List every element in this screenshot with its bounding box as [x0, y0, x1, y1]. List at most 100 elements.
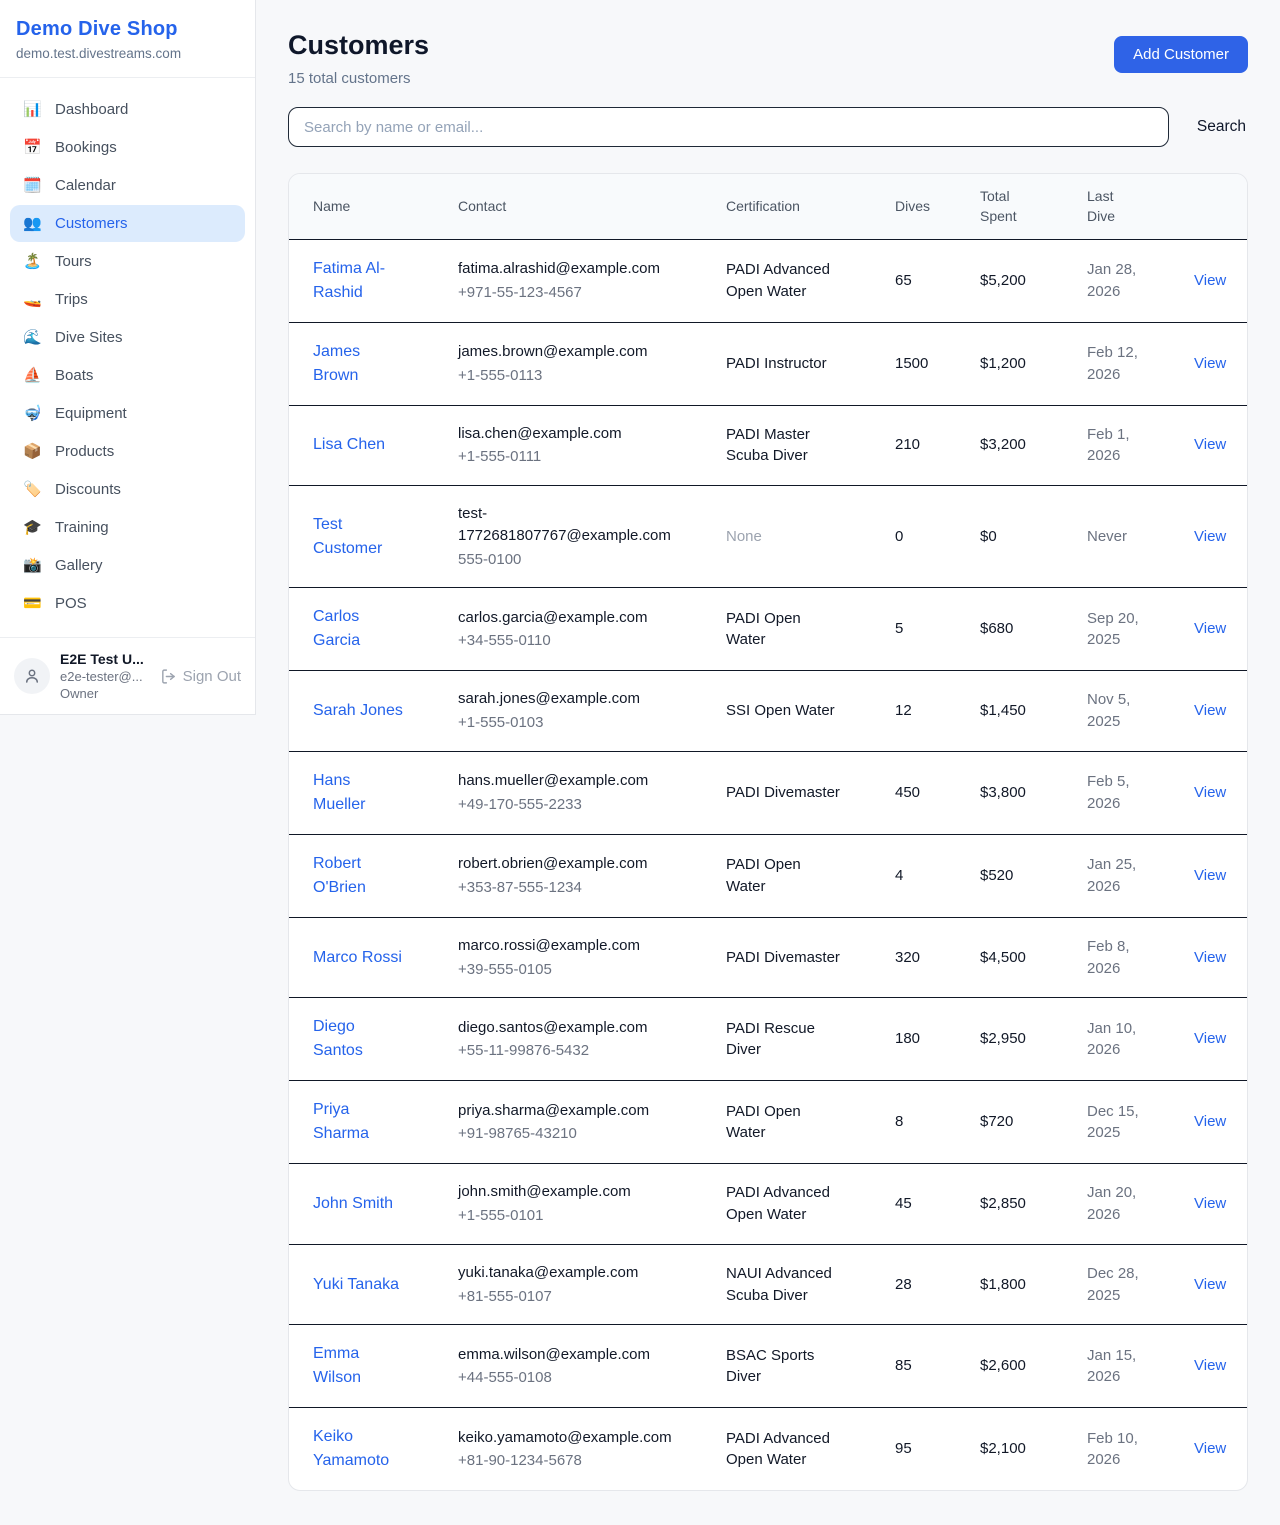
- customer-total-spent: $680: [956, 587, 1063, 672]
- customer-phone: +1-555-0113: [458, 366, 543, 384]
- customer-dives: 450: [871, 751, 956, 835]
- customer-dives: 320: [871, 917, 956, 999]
- customer-dives: 1500: [871, 322, 956, 406]
- sidebar-item-bookings[interactable]: 📅 Bookings: [10, 129, 245, 166]
- view-customer-link[interactable]: View: [1194, 436, 1227, 454]
- customers-icon: 👥: [23, 215, 42, 232]
- sidebar-header: Demo Dive Shop demo.test.divestreams.com: [0, 0, 255, 78]
- sidebar-item-products[interactable]: 📦 Products: [10, 433, 245, 470]
- sidebar-item-gallery[interactable]: 📸 Gallery: [10, 547, 245, 584]
- customer-name-link[interactable]: Priya Sharma: [313, 1101, 370, 1143]
- customer-phone: +55-11-99876-5432: [458, 1042, 590, 1060]
- customer-total-spent: $5,200: [956, 239, 1063, 323]
- customer-name-link[interactable]: Lisa Chen: [313, 436, 386, 454]
- view-customer-link[interactable]: View: [1194, 271, 1227, 289]
- user-role: Owner: [60, 686, 99, 701]
- sidebar-item-label: Dive Sites: [55, 329, 123, 346]
- sidebar-item-trips[interactable]: 🚤 Trips: [10, 281, 245, 318]
- customer-name-link[interactable]: James Brown: [313, 342, 361, 384]
- customer-last-dive: Jan 28, 2026: [1063, 239, 1170, 323]
- customer-email: robert.obrien@example.com: [458, 855, 648, 873]
- sidebar-item-calendar[interactable]: 🗓️ Calendar: [10, 167, 245, 204]
- sidebar-item-label: Training: [55, 519, 109, 536]
- view-customer-link[interactable]: View: [1194, 1275, 1227, 1293]
- customer-name-link[interactable]: Hans Mueller: [313, 771, 366, 813]
- user-icon: [26, 669, 38, 683]
- sign-out-label: Sign Out: [182, 667, 241, 685]
- customer-certification: PADI Advanced Open Water: [702, 239, 871, 323]
- shop-domain: demo.test.divestreams.com: [16, 46, 182, 61]
- customer-name-link[interactable]: John Smith: [313, 1195, 394, 1213]
- search-button[interactable]: Search: [1195, 112, 1248, 142]
- view-customer-link[interactable]: View: [1194, 354, 1227, 372]
- customer-name-link[interactable]: Sarah Jones: [313, 702, 403, 720]
- user-section: E2E Test U... e2e-tester@... Owner Sign …: [0, 637, 255, 714]
- sidebar-item-customers[interactable]: 👥 Customers: [10, 205, 245, 242]
- view-customer-link[interactable]: View: [1194, 527, 1227, 545]
- customer-email: keiko.yamamoto@example.com: [458, 1428, 672, 1446]
- customer-certification: PADI Master Scuba Diver: [702, 405, 871, 487]
- shop-title[interactable]: Demo Dive Shop: [16, 18, 178, 40]
- column-header-certification: Certification: [702, 174, 871, 240]
- customer-name-link[interactable]: Emma Wilson: [313, 1345, 362, 1387]
- table-row: Emma Wilson emma.wilson@example.com +44-…: [289, 1324, 1247, 1409]
- customer-name-link[interactable]: Marco Rossi: [313, 948, 402, 966]
- page-title-block: Customers 15 total customers: [288, 30, 429, 87]
- view-customer-link[interactable]: View: [1194, 620, 1227, 638]
- customer-last-dive: Sep 20, 2025: [1063, 587, 1170, 672]
- view-customer-link[interactable]: View: [1194, 948, 1227, 966]
- view-customer-link[interactable]: View: [1194, 783, 1227, 801]
- customer-certification: PADI Rescue Diver: [702, 997, 871, 1082]
- sidebar-item-training[interactable]: 🎓 Training: [10, 509, 245, 546]
- sidebar-item-equipment[interactable]: 🤿 Equipment: [10, 395, 245, 432]
- view-customer-link[interactable]: View: [1194, 1357, 1227, 1375]
- customer-last-dive: Dec 15, 2025: [1063, 1080, 1170, 1165]
- customer-certification: BSAC Sports Diver: [702, 1324, 871, 1409]
- sidebar-item-dive-sites[interactable]: 🌊 Dive Sites: [10, 319, 245, 356]
- discounts-icon: 🏷️: [23, 481, 42, 498]
- sidebar-item-discounts[interactable]: 🏷️ Discounts: [10, 471, 245, 508]
- view-customer-link[interactable]: View: [1194, 866, 1227, 884]
- customer-name-link[interactable]: Test Customer: [313, 515, 383, 557]
- customers-table: Name Contact Certification Dives Total S…: [289, 174, 1247, 1490]
- customer-dives: 180: [871, 997, 956, 1082]
- customer-name-link[interactable]: Robert O'Brien: [313, 854, 366, 896]
- table-row: Hans Mueller hans.mueller@example.com +4…: [289, 751, 1247, 835]
- customer-dives: 0: [871, 485, 956, 589]
- table-row: Yuki Tanaka yuki.tanaka@example.com +81-…: [289, 1244, 1247, 1326]
- customer-dives: 210: [871, 405, 956, 487]
- customer-last-dive: Jan 10, 2026: [1063, 997, 1170, 1082]
- table-row: Test Customer test-1772681807767@example…: [289, 485, 1247, 589]
- sidebar-item-tours[interactable]: 🏝️ Tours: [10, 243, 245, 280]
- view-customer-link[interactable]: View: [1194, 702, 1227, 720]
- page-title: Customers: [288, 30, 430, 60]
- search-input[interactable]: [288, 107, 1169, 147]
- sidebar-item-dashboard[interactable]: 📊 Dashboard: [10, 91, 245, 128]
- customer-email: yuki.tanaka@example.com: [458, 1263, 639, 1281]
- customer-total-spent: $0: [956, 485, 1063, 589]
- view-customer-link[interactable]: View: [1194, 1030, 1227, 1048]
- customer-name-link[interactable]: Yuki Tanaka: [313, 1275, 399, 1293]
- add-customer-button[interactable]: Add Customer: [1114, 36, 1248, 73]
- sidebar-item-label: Calendar: [55, 177, 116, 194]
- customer-name-link[interactable]: Keiko Yamamoto: [313, 1428, 390, 1470]
- view-customer-link[interactable]: View: [1194, 1440, 1227, 1458]
- customer-name-link[interactable]: Diego Santos: [313, 1018, 363, 1060]
- customer-total-spent: $1,450: [956, 670, 1063, 752]
- customer-last-dive: Dec 28, 2025: [1063, 1244, 1170, 1326]
- view-customer-link[interactable]: View: [1194, 1195, 1227, 1213]
- calendar-icon: 🗓️: [23, 177, 42, 194]
- sidebar-item-boats[interactable]: ⛵ Boats: [10, 357, 245, 394]
- customer-certification: PADI Instructor: [702, 322, 871, 406]
- customer-name-link[interactable]: Fatima Al-Rashid: [313, 259, 386, 301]
- customer-email: john.smith@example.com: [458, 1183, 631, 1201]
- table-row: John Smith john.smith@example.com +1-555…: [289, 1163, 1247, 1245]
- view-customer-link[interactable]: View: [1194, 1113, 1227, 1131]
- sidebar-item-pos[interactable]: 💳 POS: [10, 585, 245, 622]
- customer-dives: 4: [871, 834, 956, 918]
- customer-dives: 8: [871, 1080, 956, 1165]
- sidebar-item-label: Bookings: [55, 139, 117, 156]
- customer-phone: 555-0100: [458, 550, 522, 568]
- sign-out-button[interactable]: Sign Out: [160, 668, 241, 685]
- customer-name-link[interactable]: Carlos Garcia: [313, 608, 361, 650]
